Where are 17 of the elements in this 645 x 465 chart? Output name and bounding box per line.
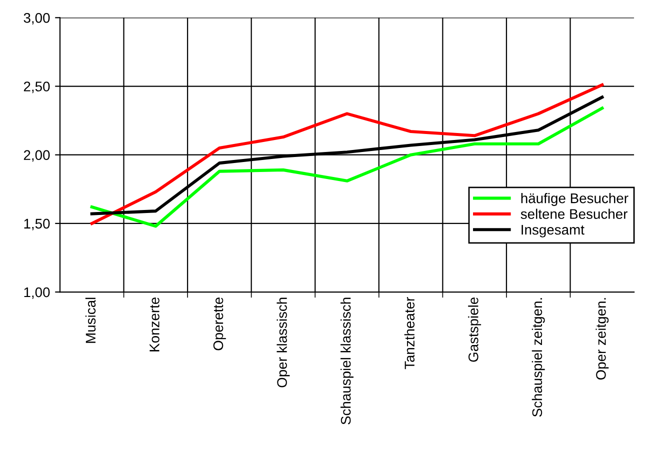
x-tick-label: Operette: [213, 297, 226, 350]
y-tick-label: 1,50: [24, 218, 50, 230]
y-tick-label: 1,00: [24, 287, 50, 299]
x-tick-label: Gastspiele: [468, 297, 482, 362]
legend-label: Insgesamt: [522, 224, 584, 238]
x-tick-label: Tanztheater: [404, 297, 415, 370]
x-tick-label: Musical: [85, 298, 96, 343]
legend-label: häufige Besucher: [521, 193, 628, 206]
x-tick-label: Oper zeitgen.: [596, 298, 609, 380]
x-tick-label: Oper klassisch: [276, 298, 290, 388]
x-tick-label: Konzerte: [150, 297, 160, 352]
x-tick-label: Schauspiel klassisch: [340, 298, 354, 424]
y-tick-label: 2,00: [24, 150, 50, 162]
y-tick-label: 2,50: [24, 82, 50, 94]
x-tick-label: Schauspiel zeitgen.: [532, 298, 545, 417]
legend-label: seltene Besucher: [520, 208, 628, 219]
y-tick-label: 3,00: [24, 13, 50, 24]
